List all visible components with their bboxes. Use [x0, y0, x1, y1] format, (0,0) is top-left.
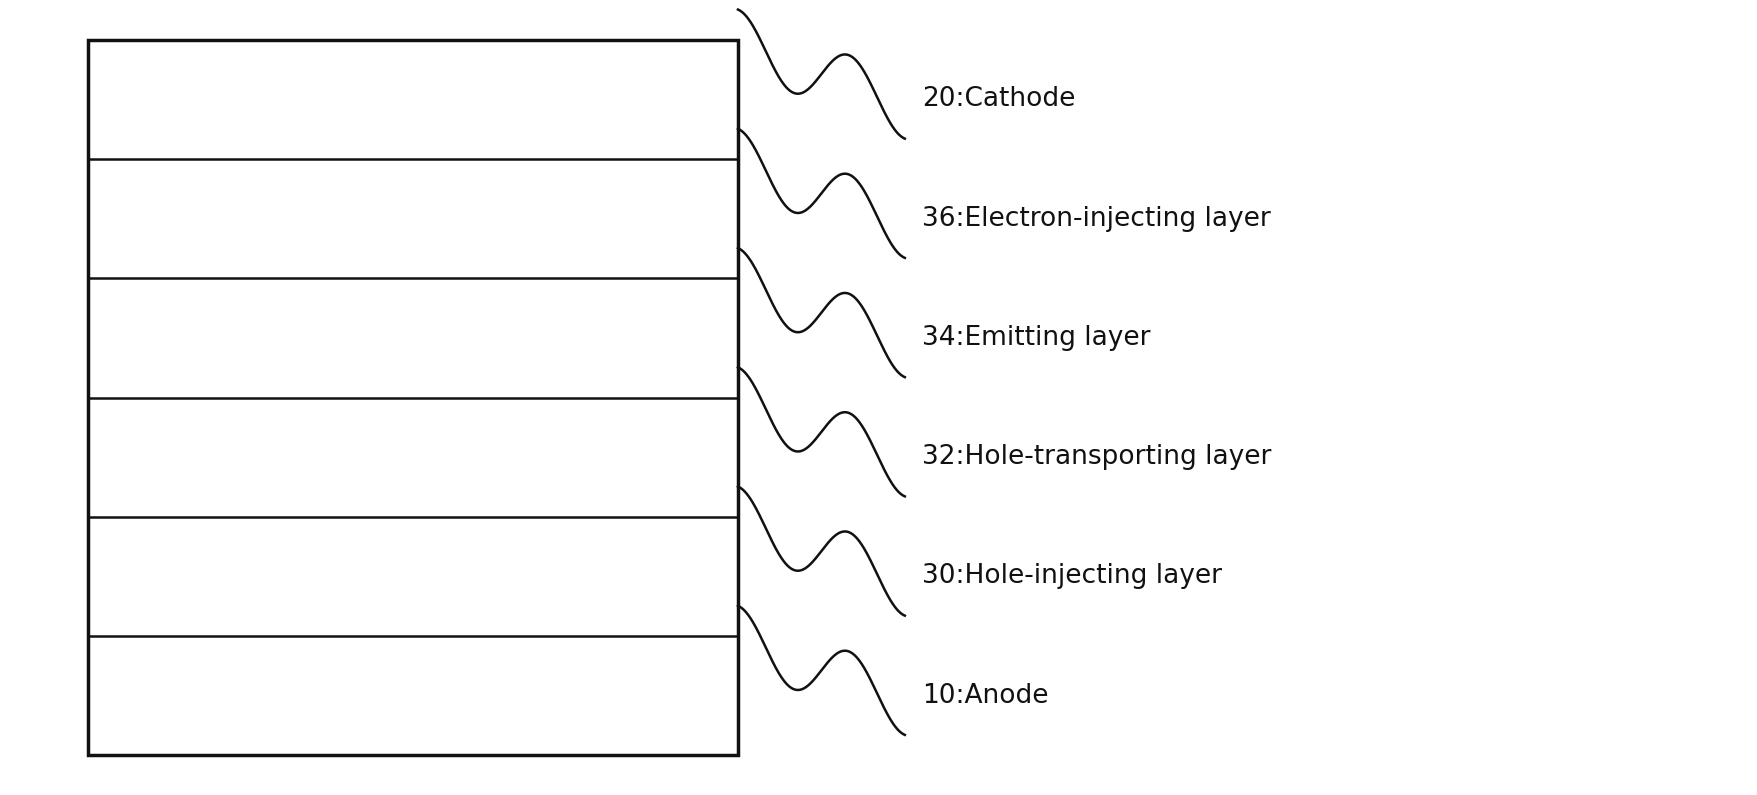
Text: 20:Cathode: 20:Cathode	[922, 87, 1075, 112]
Text: 32:Hole-transporting layer: 32:Hole-transporting layer	[922, 444, 1272, 470]
Text: 34:Emitting layer: 34:Emitting layer	[922, 325, 1151, 351]
Text: 36:Electron-injecting layer: 36:Electron-injecting layer	[922, 206, 1270, 231]
Text: 10:Anode: 10:Anode	[922, 683, 1049, 708]
FancyBboxPatch shape	[88, 40, 738, 755]
Text: 30:Hole-injecting layer: 30:Hole-injecting layer	[922, 564, 1223, 589]
